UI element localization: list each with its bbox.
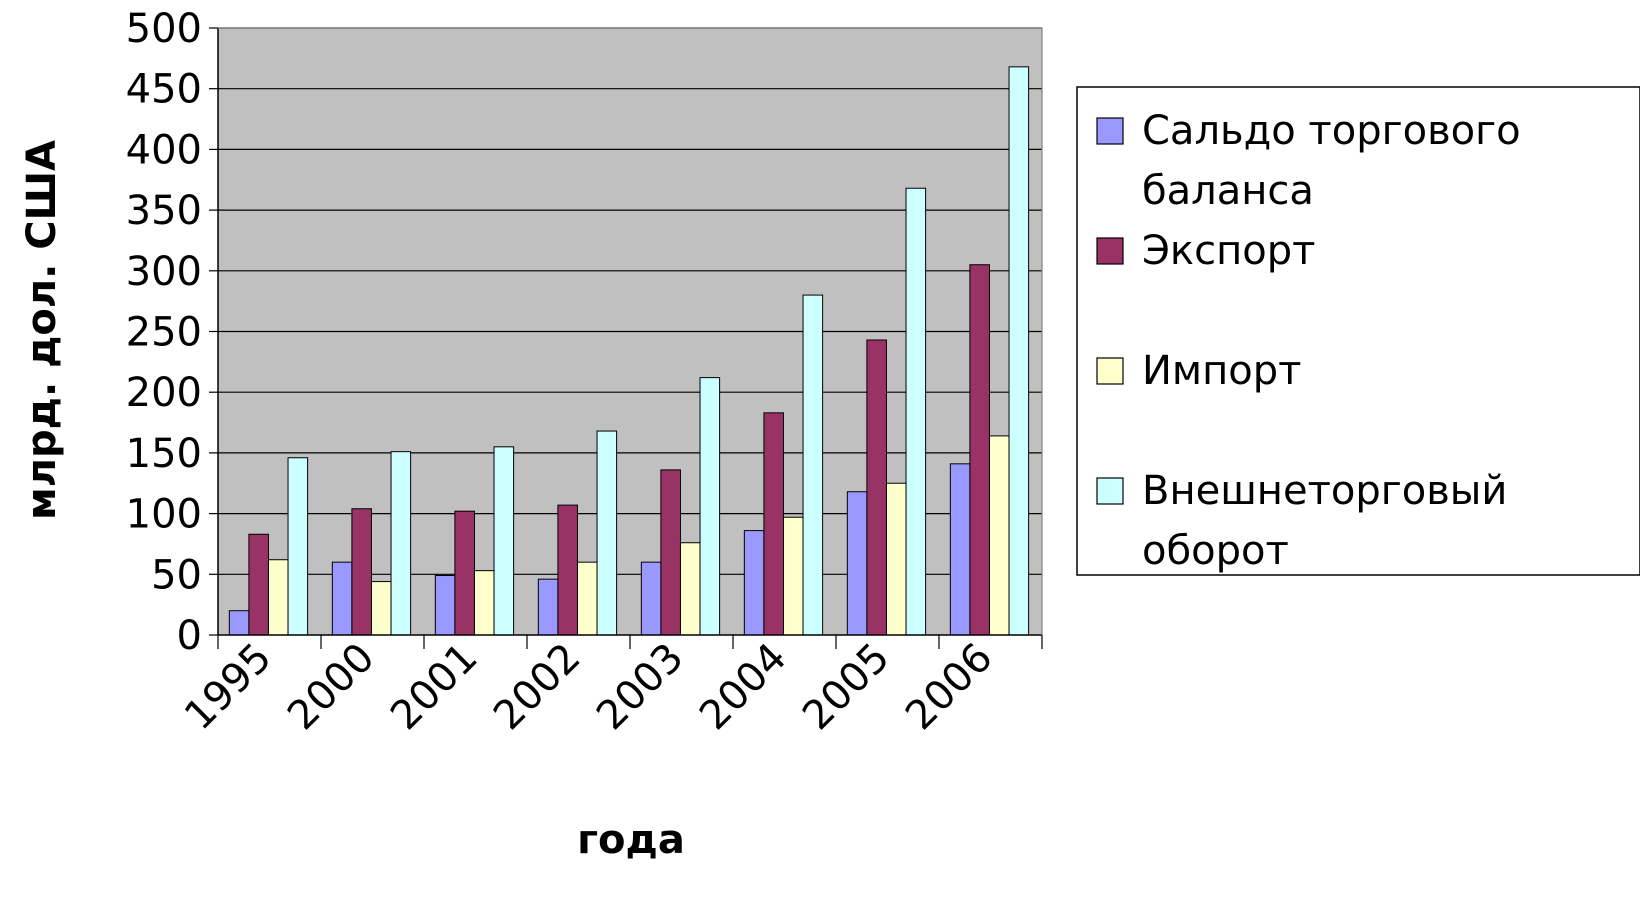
bar-2-2001 [454, 510, 475, 636]
y-tick-label: 350 [126, 188, 202, 234]
bar-2-2000 [351, 508, 372, 636]
y-tick-labels: 0 50 100 150 200 250 300 350 400 450 500 [126, 6, 202, 659]
legend: Сальдо торгового баланса Экспорт Импорт Внеш… [1076, 86, 1640, 576]
bars [228, 66, 1030, 636]
legend-label-1: Сальдо торгового [1142, 108, 1521, 154]
x-axis-title: года [577, 817, 685, 863]
bar-1-2004 [743, 530, 765, 636]
x-tick-label: 2002 [485, 635, 590, 740]
legend-swatch-1 [1096, 117, 1124, 145]
bar-1-2000 [331, 561, 353, 636]
bar-2-2004 [763, 412, 784, 636]
x-tick-label: 2003 [588, 635, 693, 740]
axes [209, 27, 1043, 649]
bar-3-2000 [370, 581, 392, 636]
x-tick-label: 2004 [691, 635, 796, 740]
bar-2-2003 [660, 469, 681, 636]
bar-3-2003 [679, 542, 701, 636]
bar-4-2001 [493, 446, 515, 636]
x-tick-label: 2000 [279, 635, 384, 740]
legend-label-2: Экспорт [1142, 228, 1315, 274]
legend-swatch-3 [1096, 357, 1124, 385]
y-tick-label: 500 [126, 6, 202, 52]
y-tick-label: 100 [126, 492, 202, 538]
bar-4-2004 [802, 294, 824, 636]
y-tick-label: 0 [177, 613, 202, 659]
bar-1-2002 [537, 578, 559, 636]
bar-3-2006 [988, 435, 1010, 636]
bar-1-2006 [949, 463, 971, 636]
y-tick-label: 50 [151, 552, 202, 598]
x-tick-label: 2005 [794, 635, 899, 740]
bar-3-2004 [782, 516, 804, 636]
legend-label-4: оборот [1142, 528, 1289, 574]
bar-2-2006 [969, 264, 990, 636]
bar-3-2005 [885, 482, 907, 636]
x-tick-label: 2006 [897, 635, 1002, 740]
y-tick-label: 450 [126, 67, 202, 113]
bar-3-2002 [576, 561, 598, 636]
bar-1-2001 [434, 575, 456, 636]
y-tick-label: 400 [126, 127, 202, 173]
bar-2-1995 [248, 533, 269, 636]
x-tick-label: 2001 [382, 635, 487, 740]
legend-swatch-4 [1096, 477, 1124, 505]
legend-label-4: Внешнеторговый [1142, 468, 1507, 514]
bar-1-2003 [640, 561, 662, 636]
bar-4-2003 [699, 377, 721, 636]
bar-2-2002 [557, 504, 578, 636]
legend-label-3: Импорт [1142, 348, 1301, 394]
bar-1-1995 [228, 610, 250, 636]
y-tick-label: 200 [126, 370, 202, 416]
bar-4-2000 [390, 451, 412, 636]
legend-box [1076, 86, 1640, 576]
bar-3-1995 [267, 559, 289, 636]
bar-4-1995 [287, 457, 309, 636]
y-tick-label: 300 [126, 249, 202, 295]
bar-4-2002 [596, 430, 618, 636]
bar-3-2001 [473, 570, 495, 636]
y-tick-label: 150 [126, 431, 202, 477]
legend-label-1: баланса [1142, 168, 1314, 214]
y-tick-label: 250 [126, 310, 202, 356]
legend-swatch-2 [1096, 237, 1124, 265]
bar-2-2005 [866, 339, 887, 636]
bar-4-2006 [1008, 66, 1030, 636]
bar-1-2005 [846, 491, 868, 636]
bar-4-2005 [905, 187, 927, 636]
y-axis-title: млрд. дол. США [19, 140, 65, 520]
